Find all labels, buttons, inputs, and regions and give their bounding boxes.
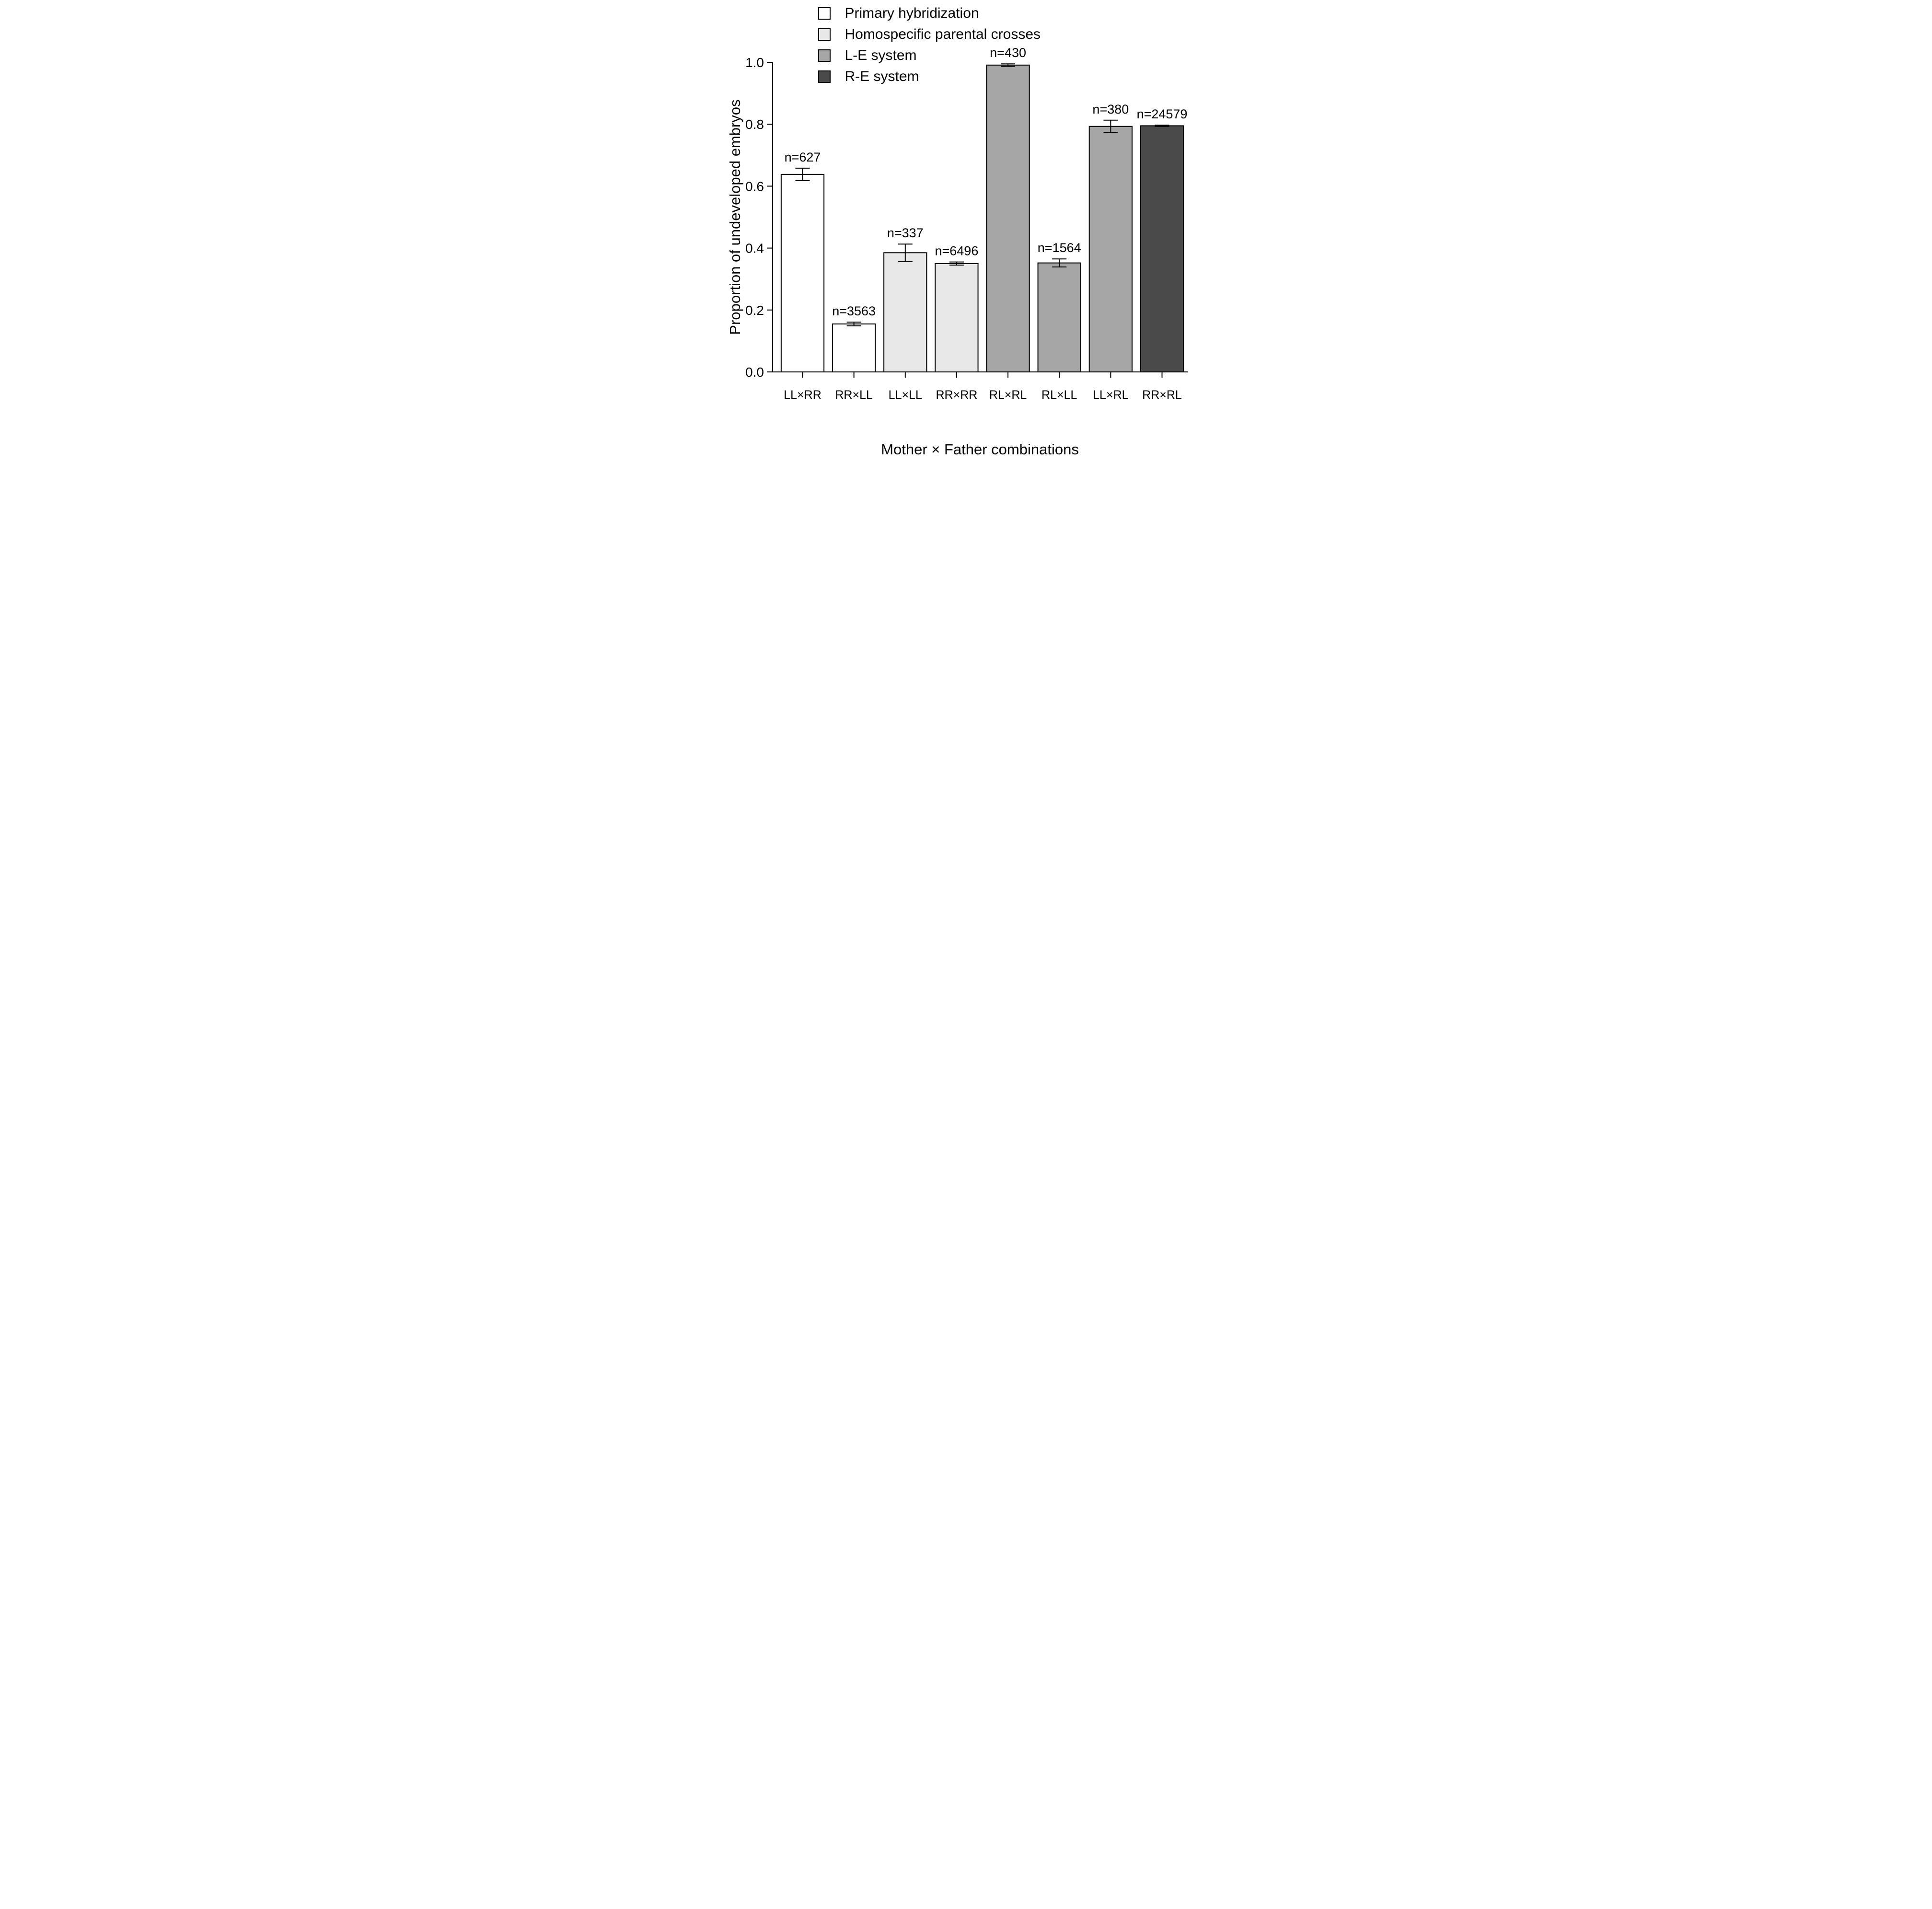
y-tick-label: 0.4: [745, 241, 764, 256]
bar-RR×LL: [832, 323, 876, 372]
legend-item: R-E system: [818, 66, 1041, 87]
bar-chart-figure: 0.0 0.2 0.4 0.6 0.8 1.0 n=627 LL×RR n=3563 RR×LL n…: [724, 0, 1208, 477]
x-tick-label: LL×RL: [1093, 388, 1128, 402]
sample-size-label: n=24579: [1136, 107, 1187, 121]
x-tick-label: RL×LL: [1041, 388, 1077, 402]
legend-label: Primary hybridization: [845, 5, 979, 21]
bar-LL×RL: [1088, 126, 1133, 372]
legend-label: Homospecific parental crosses: [845, 26, 1041, 42]
y-tick-label: 0.6: [745, 179, 764, 194]
y-tick-label: 1.0: [745, 55, 764, 70]
sample-size-label: n=6496: [935, 244, 978, 258]
x-tick-label: RR×RL: [1142, 388, 1182, 402]
legend-swatch: [818, 28, 831, 41]
sample-size-label: n=380: [1092, 102, 1129, 116]
bar-RL×LL: [1037, 262, 1081, 372]
y-axis-title: Proportion of undeveloped embryos: [726, 99, 743, 335]
legend-swatch: [818, 49, 831, 62]
x-tick-label: RL×RL: [989, 388, 1027, 402]
legend-item: L-E system: [818, 45, 1041, 66]
sample-size-label: n=3563: [832, 304, 876, 318]
y-tick-label: 0.8: [745, 117, 764, 132]
y-tick-label: 0.2: [745, 303, 764, 318]
sample-size-label: n=430: [990, 46, 1026, 60]
x-tick-label: RR×LL: [835, 388, 873, 402]
legend-swatch: [818, 7, 831, 20]
bar-RR×RR: [934, 263, 979, 373]
legend-item: Primary hybridization: [818, 3, 1041, 24]
legend-label: R-E system: [845, 69, 919, 84]
sample-size-label: n=627: [784, 150, 821, 164]
legend-label: L-E system: [845, 47, 917, 63]
y-tick-label: 0.0: [745, 365, 764, 380]
legend-swatch: [818, 70, 831, 83]
bar-chart: 0.0 0.2 0.4 0.6 0.8 1.0 n=627 LL×RR n=3563 RR×LL n…: [745, 46, 1188, 402]
sample-size-label: n=1564: [1037, 241, 1081, 255]
x-tick-label: RR×RR: [936, 388, 977, 402]
x-tick-label: LL×LL: [888, 388, 922, 402]
bar-LL×LL: [883, 252, 927, 372]
legend-item: Homospecific parental crosses: [818, 24, 1041, 45]
sample-size-label: n=337: [887, 226, 923, 240]
bar-LL×RR: [780, 174, 824, 372]
x-tick-label: LL×RR: [784, 388, 821, 402]
chart-legend: Primary hybridization Homospecific parent…: [818, 3, 1041, 87]
bar-RR×RL: [1140, 125, 1184, 372]
x-axis-title: Mother × Father combinations: [881, 441, 1079, 458]
bar-RL×RL: [985, 64, 1030, 372]
